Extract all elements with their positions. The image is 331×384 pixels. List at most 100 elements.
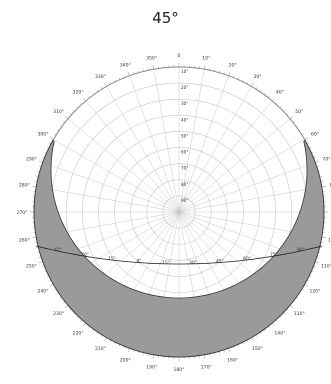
azimuth-label: 150°: [252, 346, 263, 352]
tick-mark: [118, 77, 121, 80]
band-region: 45° 30° 15° 0° 15° 30° 45° 60° 75° 90°: [33, 139, 325, 358]
tick-mark: [63, 121, 65, 123]
azimuth-label: 120°: [309, 289, 320, 295]
band-label: 90°: [297, 247, 305, 253]
tick-mark: [242, 79, 244, 82]
azimuth-line: [178, 75, 229, 213]
azimuth-line: [178, 162, 316, 213]
tick-mark: [138, 70, 140, 73]
tick-mark: [54, 133, 57, 136]
tick-mark: [293, 121, 295, 123]
tick-mark: [38, 160, 43, 163]
tick-mark: [255, 87, 258, 90]
tick-mark: [104, 337, 107, 342]
azimuth-line: [42, 162, 180, 213]
tick-mark: [49, 137, 54, 140]
tick-mark: [251, 82, 254, 87]
azimuth-label: 20°: [229, 63, 237, 69]
tick-mark: [272, 322, 275, 327]
altitude-label: 10°: [181, 69, 188, 74]
altitude-label: 90°: [181, 198, 188, 203]
tick-mark: [56, 129, 59, 132]
azimuth-label: 140°: [274, 330, 285, 336]
azimuth-label: 300°: [37, 132, 48, 138]
altitude-label: 80°: [181, 182, 188, 187]
azimuth-label: 130°: [294, 311, 305, 317]
tick-mark: [264, 92, 266, 95]
band-area: [33, 139, 325, 358]
azimuth-label: 60°: [311, 132, 319, 138]
tick-mark: [272, 97, 275, 102]
azimuth-label: 270°: [16, 210, 27, 216]
tick-mark: [203, 65, 206, 70]
tick-mark: [104, 82, 107, 87]
azimuth-label: 80°: [330, 183, 331, 189]
azimuth-label: 160°: [227, 358, 238, 364]
tick-mark: [268, 96, 270, 98]
tick-mark: [127, 348, 130, 353]
azimuth-line: [153, 69, 180, 213]
tick-mark: [80, 102, 83, 105]
tick-mark: [289, 305, 294, 308]
band-label: 75°: [270, 252, 278, 258]
tick-mark: [32, 236, 37, 239]
tick-mark: [289, 116, 294, 119]
azimuth-line: [178, 86, 252, 213]
azimuth-label: 340°: [120, 63, 131, 69]
tick-mark: [321, 236, 326, 239]
tick-mark: [64, 116, 69, 119]
azimuth-line: [67, 118, 180, 213]
azimuth-labels: 0 10° 20° 30° 40° 50° 60° 70° 80° 90° 100° 110° 120°…: [16, 53, 331, 373]
band-label: 15°: [162, 260, 170, 266]
tick-mark: [69, 113, 72, 116]
tick-mark: [304, 284, 309, 287]
tick-mark: [218, 70, 220, 73]
tick-mark: [64, 305, 69, 308]
tick-mark: [275, 102, 278, 105]
azimuth-line: [129, 75, 180, 213]
tick-mark: [306, 142, 309, 145]
azimuth-label: 320°: [73, 90, 84, 96]
azimuth-label: 170°: [201, 365, 212, 371]
azimuth-line: [85, 100, 180, 213]
azimuth-line: [36, 186, 180, 213]
tick-mark: [228, 71, 231, 76]
azimuth-label: 220°: [73, 330, 84, 336]
azimuth-label: 180°: [173, 367, 184, 373]
tick-mark: [73, 109, 75, 112]
diagram-title: 45°: [152, 9, 179, 27]
tick-mark: [127, 71, 130, 76]
azimuth-label: 40°: [276, 90, 284, 96]
tick-mark: [92, 92, 94, 95]
azimuth-label: 70°: [322, 156, 330, 162]
altitude-label: 60°: [181, 150, 188, 155]
tick-mark: [259, 89, 262, 92]
tick-mark: [251, 337, 254, 342]
azimuth-label: 100°: [328, 237, 331, 243]
tick-mark: [228, 348, 231, 353]
tick-mark: [63, 301, 65, 303]
tick-mark: [96, 89, 99, 92]
tick-mark: [59, 125, 62, 127]
azimuth-label: 250°: [26, 264, 37, 270]
tick-mark: [233, 75, 235, 78]
band-center-line: [35, 245, 323, 265]
tick-mark: [83, 97, 86, 102]
azimuth-label: 240°: [37, 289, 48, 295]
tick-mark: [246, 82, 249, 85]
tick-mark: [49, 142, 52, 145]
tick-mark: [49, 284, 54, 287]
azimuth-label: 330°: [95, 74, 106, 80]
tick-mark: [315, 160, 320, 163]
azimuth-label: 290°: [26, 156, 37, 162]
tick-mark: [233, 346, 235, 349]
tick-mark: [279, 106, 282, 108]
azimuth-line: [53, 139, 180, 213]
azimuth-line: [178, 186, 322, 213]
azimuth-label: 210°: [95, 346, 106, 352]
tick-mark: [223, 72, 225, 75]
tick-mark: [133, 72, 135, 75]
tick-mark: [114, 79, 116, 82]
tick-mark: [88, 96, 90, 98]
